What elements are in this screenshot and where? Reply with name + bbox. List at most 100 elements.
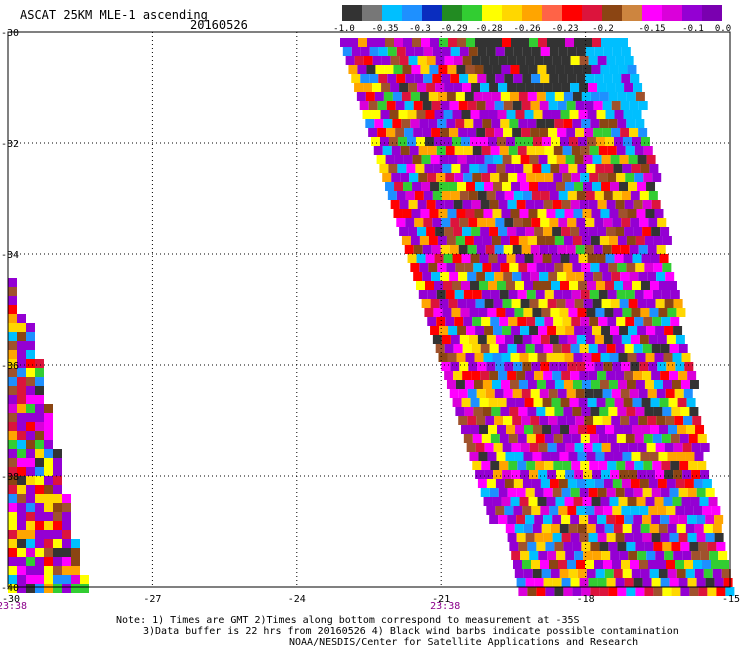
wind-cell xyxy=(656,416,666,425)
wind-cell xyxy=(519,65,529,74)
wind-cell xyxy=(449,389,459,398)
wind-cell xyxy=(35,512,44,521)
wind-cell xyxy=(44,485,53,494)
wind-cell xyxy=(448,155,458,164)
wind-cell xyxy=(535,434,545,443)
wind-cell xyxy=(542,254,552,263)
wind-cell xyxy=(535,461,545,470)
wind-cell xyxy=(377,128,387,137)
wind-cell xyxy=(585,479,595,488)
wind-cell xyxy=(576,560,585,569)
wind-cell xyxy=(494,101,504,110)
wind-cell xyxy=(549,74,559,83)
wind-cell xyxy=(693,506,703,515)
wind-cell xyxy=(463,434,473,443)
wind-cell xyxy=(624,488,634,497)
wind-cell xyxy=(560,398,570,407)
wind-cell xyxy=(483,209,493,218)
wind-cell xyxy=(590,542,600,551)
wind-cell xyxy=(530,272,540,281)
wind-cell xyxy=(583,38,592,47)
wind-cell xyxy=(635,236,645,245)
wind-cell xyxy=(530,128,540,137)
wind-cell xyxy=(477,74,487,83)
wind-cell xyxy=(616,461,626,470)
wind-cell xyxy=(17,539,26,548)
wind-cell xyxy=(583,470,593,479)
wind-cell xyxy=(464,119,474,128)
wind-cell xyxy=(380,110,390,119)
wind-cell xyxy=(720,560,729,569)
wind-cell xyxy=(496,281,506,290)
wind-cell xyxy=(502,299,512,308)
wind-cell xyxy=(575,416,585,425)
wind-cell xyxy=(459,362,469,371)
wind-cell xyxy=(536,92,546,101)
wind-cell xyxy=(531,218,541,227)
wind-cell xyxy=(467,389,477,398)
wind-cell xyxy=(26,512,35,521)
wind-cell xyxy=(62,512,71,521)
wind-cell xyxy=(471,56,481,65)
wind-cell xyxy=(645,209,655,218)
wind-cell xyxy=(532,452,542,461)
wind-cell xyxy=(482,119,492,128)
wind-cell xyxy=(17,395,26,404)
wind-cell xyxy=(496,137,506,146)
wind-cell xyxy=(632,110,642,119)
wind-cell xyxy=(615,515,625,524)
wind-cell xyxy=(650,398,660,407)
wind-cell xyxy=(676,308,686,317)
wind-cell xyxy=(521,272,531,281)
wind-cell xyxy=(44,512,53,521)
wind-cell xyxy=(662,380,672,389)
wind-cell xyxy=(675,479,685,488)
wind-cell xyxy=(646,551,656,560)
wind-cell xyxy=(463,317,473,326)
wind-cell xyxy=(448,38,457,47)
wind-cell xyxy=(438,353,448,362)
wind-cell xyxy=(444,227,454,236)
wind-cell xyxy=(588,56,598,65)
wind-cell xyxy=(652,434,662,443)
wind-cell xyxy=(8,341,17,350)
wind-cell xyxy=(621,506,631,515)
wind-cell xyxy=(531,506,541,515)
wind-cell xyxy=(697,434,707,443)
wind-cell xyxy=(633,371,643,380)
wind-cell xyxy=(640,137,650,146)
wind-cell xyxy=(421,38,430,47)
wind-cell xyxy=(615,344,625,353)
wind-cell xyxy=(666,335,676,344)
wind-cell xyxy=(17,530,26,539)
wind-cell xyxy=(17,485,26,494)
wind-cell xyxy=(610,326,620,335)
wind-cell xyxy=(454,290,464,299)
wind-cell xyxy=(53,458,62,467)
wind-cell xyxy=(445,290,455,299)
wind-cell xyxy=(648,362,658,371)
wind-cell xyxy=(430,326,440,335)
wind-cell xyxy=(520,155,530,164)
wind-cell xyxy=(572,587,582,596)
wind-cell xyxy=(544,434,554,443)
wind-cell xyxy=(664,551,674,560)
wind-cell xyxy=(35,404,44,413)
wind-cell xyxy=(514,452,524,461)
wind-cell xyxy=(413,272,423,281)
wind-cell xyxy=(648,479,658,488)
wind-cell xyxy=(598,290,608,299)
wind-cell xyxy=(602,128,612,137)
wind-cell xyxy=(35,449,44,458)
wind-cell xyxy=(362,110,372,119)
wind-cell xyxy=(414,218,424,227)
wind-cell xyxy=(584,101,594,110)
wind-cell xyxy=(506,254,516,263)
wind-cell xyxy=(622,569,632,578)
wind-cell xyxy=(425,110,435,119)
wind-cell xyxy=(365,92,375,101)
wind-cell xyxy=(533,398,543,407)
wind-cell xyxy=(546,353,556,362)
wind-cell xyxy=(682,470,692,479)
wind-cell xyxy=(454,173,464,182)
